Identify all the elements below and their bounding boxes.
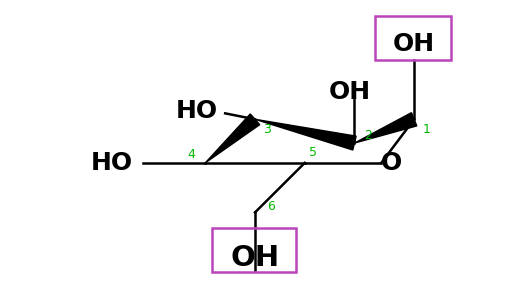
Text: HO: HO: [91, 151, 133, 175]
Text: OH: OH: [328, 80, 371, 104]
Bar: [212, 228, 296, 272]
Polygon shape: [255, 119, 356, 150]
Polygon shape: [354, 113, 417, 143]
Text: 4: 4: [187, 148, 195, 161]
Text: O: O: [380, 151, 402, 175]
Text: 1: 1: [423, 123, 431, 136]
Bar: [375, 16, 451, 60]
Text: 6: 6: [267, 200, 275, 213]
Text: 5: 5: [309, 147, 317, 160]
Text: 3: 3: [263, 123, 271, 136]
Text: OH: OH: [230, 244, 280, 272]
Text: HO: HO: [176, 99, 218, 123]
Polygon shape: [205, 114, 260, 163]
Text: OH: OH: [393, 32, 435, 56]
Text: 2: 2: [365, 129, 372, 142]
